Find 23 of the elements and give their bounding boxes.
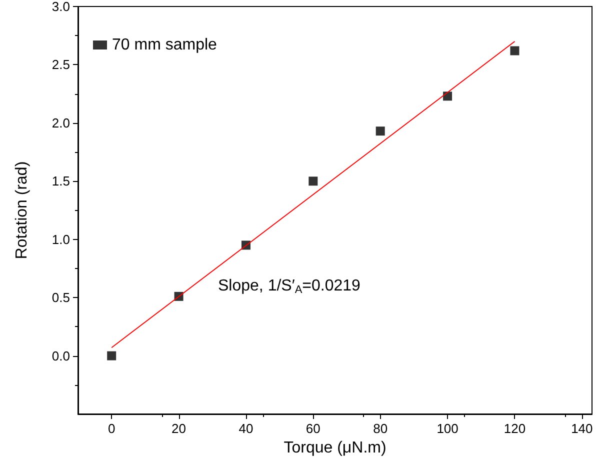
point [107, 351, 116, 360]
x-axis-title: Torque (μN.m) [284, 440, 386, 456]
point [376, 126, 385, 136]
y-tick-label: 2.5 [52, 57, 70, 72]
y-tick-label: 3.0 [52, 0, 70, 14]
x-tick-label: 60 [306, 421, 320, 436]
y-axis-title: Rotation (rad) [14, 161, 30, 260]
x-tick-label: 120 [504, 421, 526, 436]
point [510, 46, 520, 56]
y-tick-label: 1.0 [52, 232, 70, 247]
y-tick-label: 0.5 [52, 290, 70, 306]
x-tick-label: 20 [172, 421, 186, 436]
x-tick-label: 0 [108, 421, 116, 436]
y-tick-label: 2.0 [52, 115, 70, 130]
x-tick-label: 140 [571, 421, 593, 436]
x-tick-label: 40 [238, 421, 254, 436]
legend-label: 70 mm sample [112, 36, 218, 54]
y-tick-label: 0.0 [52, 348, 70, 364]
y-tick-label: 1.5 [52, 174, 70, 189]
point [308, 176, 318, 186]
x-tick-label: 100 [436, 421, 458, 436]
point [443, 92, 452, 101]
x-tick-label: 80 [373, 421, 388, 436]
